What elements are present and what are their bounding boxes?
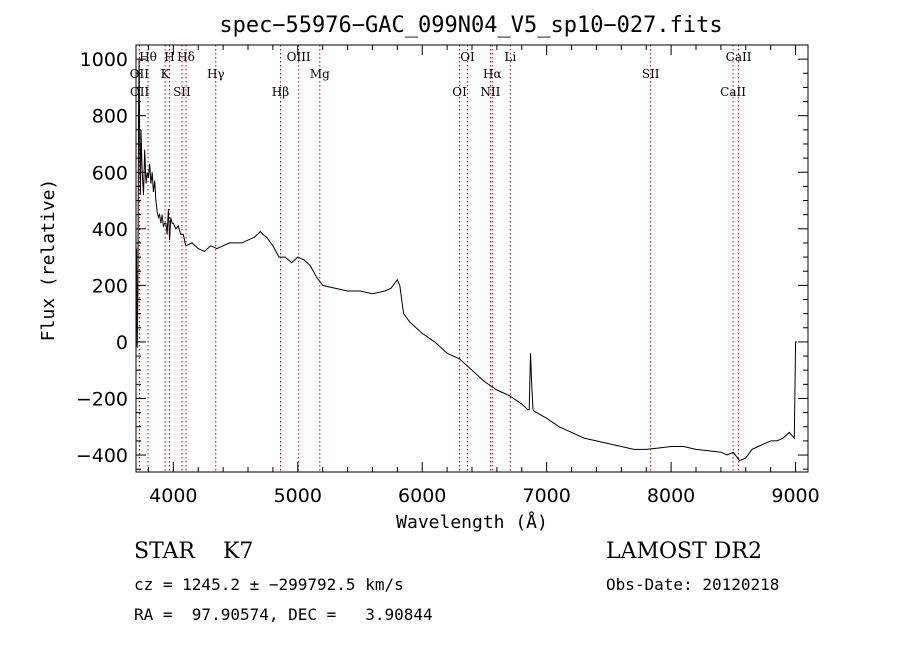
- chart-title: spec−55976−GAC_099N04_V5_sp10−027.fits: [219, 13, 722, 38]
- x-axis-label: Wavelength (Å): [396, 511, 548, 533]
- y-axis-label: Flux (relative): [38, 179, 59, 342]
- redshift-readout: cz = 1245.2 ± −299792.5 km/s: [134, 575, 404, 594]
- emission-line-labels: HθOIIOIIHKSIIHδHγHβOIIIMgOIOIHαNIILiSIIC…: [130, 50, 752, 99]
- y-tick-label-4: 200: [92, 275, 128, 297]
- y-tick-label-3: 400: [92, 219, 128, 241]
- obs-date-readout: Obs-Date: 20120218: [606, 575, 780, 594]
- line-label-12: OI: [460, 50, 475, 64]
- axis-ticks: [136, 44, 808, 472]
- x-tick-label-2: 6000: [398, 485, 446, 507]
- line-label-8: Hβ: [272, 85, 289, 99]
- line-label-3: H: [164, 50, 174, 64]
- line-label-11: OI: [452, 85, 467, 99]
- line-label-0: Hθ: [139, 50, 157, 64]
- coordinates-readout: RA = 97.90574, DEC = 3.90844: [134, 605, 433, 624]
- plot-frame: [135, 44, 809, 473]
- line-label-6: Hδ: [177, 50, 195, 64]
- axis-tick-labels: 4000 5000 6000 7000 8000 9000 1000 800 600 400 200…: [76, 49, 820, 507]
- emission-line-markers: [138, 45, 740, 472]
- x-tick-label-5: 9000: [771, 485, 819, 507]
- line-label-17: CaII: [720, 85, 746, 99]
- x-tick-label-4: 8000: [647, 485, 695, 507]
- line-label-5: SII: [173, 85, 191, 99]
- y-tick-label-0: 1000: [80, 49, 128, 71]
- x-tick-label-3: 7000: [522, 485, 570, 507]
- y-tick-label-6: −200: [76, 388, 128, 410]
- line-label-10: Mg: [310, 67, 330, 81]
- subclass-label: K7: [222, 539, 254, 564]
- line-label-18: CaII: [726, 50, 752, 64]
- line-label-9: OIII: [287, 50, 311, 64]
- line-label-16: SII: [642, 67, 660, 81]
- x-tick-label-0: 4000: [149, 485, 197, 507]
- line-label-7: Hγ: [207, 67, 225, 81]
- line-label-15: Li: [504, 50, 516, 64]
- line-label-13: Hα: [483, 67, 502, 81]
- spectrum-series-line: [135, 59, 797, 462]
- y-tick-label-5: 0: [116, 332, 128, 354]
- line-label-14: NII: [480, 85, 500, 99]
- class-label: STAR: [134, 539, 195, 564]
- object-class: STAR K7: [134, 539, 253, 564]
- survey-label: LAMOST DR2: [606, 539, 762, 564]
- line-label-4: K: [161, 67, 171, 81]
- x-tick-label-1: 5000: [274, 485, 322, 507]
- y-tick-label-2: 600: [92, 162, 128, 184]
- y-tick-label-7: −400: [76, 445, 128, 467]
- y-tick-label-1: 800: [92, 106, 128, 128]
